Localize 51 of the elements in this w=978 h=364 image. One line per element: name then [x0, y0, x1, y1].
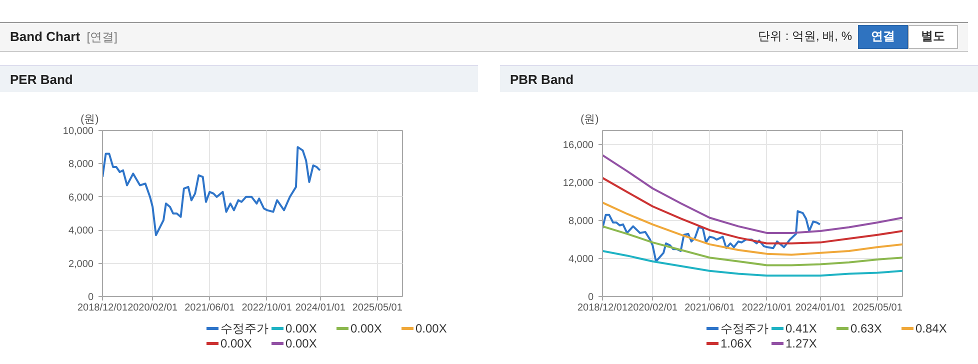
y-axis-title: (원)	[80, 114, 99, 126]
y-tick-label: 4,000	[568, 254, 594, 266]
legend-label: 0.00X	[350, 322, 382, 336]
x-tick-label: 2024/01/01	[295, 302, 346, 314]
y-tick-label: 2,000	[68, 258, 94, 270]
x-tick-label: 2020/02/01	[128, 302, 178, 314]
y-tick-label: 10,000	[62, 126, 94, 137]
legend-label: 수정주가	[720, 322, 768, 336]
chart-title: PER Band	[0, 65, 478, 92]
y-tick-label: 0	[588, 292, 594, 303]
line-series	[602, 210, 821, 262]
x-tick-label: 2025/05/01	[352, 302, 403, 314]
text: 단위 : 억원, 배, %	[758, 29, 852, 44]
x-tick-label: 2021/06/01	[184, 302, 236, 314]
x-tick-label: 2022/10/01	[242, 302, 292, 314]
legend-label: 수정주가	[220, 322, 268, 336]
x-tick-label: 2025/05/01	[852, 302, 903, 314]
legend-label: 0.63X	[850, 322, 882, 336]
y-tick-label: 16,000	[562, 140, 594, 152]
text: Band Chart	[10, 28, 80, 44]
chart-title: PBR Band	[500, 65, 978, 92]
legend-label: 0.00X	[286, 336, 317, 350]
line-series	[602, 202, 902, 256]
x-tick-label: 2024/01/01	[795, 302, 846, 314]
legend-label: 1.27X	[786, 336, 817, 350]
y-tick-label: 12,000	[562, 178, 594, 190]
legend-label: 0.84X	[916, 322, 947, 336]
line-series	[102, 146, 321, 236]
y-axis-title: (원)	[580, 114, 599, 126]
line-series	[602, 225, 902, 266]
legend-label: 0.41X	[786, 322, 817, 336]
y-tick-label: 8,000	[568, 216, 594, 228]
text: [연결]	[86, 30, 118, 44]
y-tick-label: 0	[88, 292, 94, 303]
line-series	[602, 154, 902, 234]
line-series	[602, 250, 902, 277]
text: 연결	[858, 25, 908, 49]
legend-label: 0.00X	[286, 322, 317, 336]
line-series	[602, 176, 902, 244]
legend-label: 1.06X	[720, 336, 752, 350]
y-tick-label: 6,000	[68, 192, 94, 204]
x-tick-label: 2021/06/01	[684, 302, 736, 314]
text: 별도	[908, 25, 958, 49]
x-tick-label: 2018/12/01	[77, 302, 128, 314]
y-tick-label: 8,000	[68, 159, 94, 170]
x-tick-label: 2020/02/01	[628, 302, 678, 314]
x-tick-label: 2022/10/01	[742, 302, 792, 314]
y-tick-label: 4,000	[68, 226, 94, 237]
legend-label: 0.00X	[220, 336, 252, 350]
x-tick-label: 2018/12/01	[577, 302, 628, 314]
legend-label: 0.00X	[416, 322, 447, 336]
